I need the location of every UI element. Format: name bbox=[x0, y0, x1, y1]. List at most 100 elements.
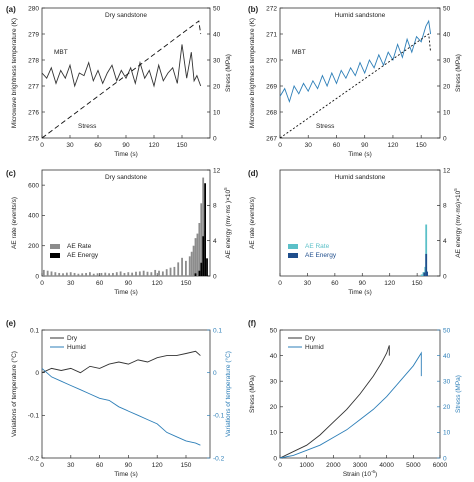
bar-ae-energy bbox=[206, 258, 208, 276]
y2-tick-label: 30 bbox=[213, 57, 221, 64]
series-line-dry bbox=[41, 350, 201, 374]
bar-ae-rate bbox=[127, 272, 130, 276]
y-tick-label: 400 bbox=[28, 213, 39, 220]
y-tick-label: 0.1 bbox=[30, 327, 39, 334]
bar-ae-rate bbox=[142, 270, 145, 276]
x-tick-label: 0 bbox=[278, 280, 282, 287]
y2-tick-label: 0 bbox=[213, 273, 217, 280]
y2-tick-label: 20 bbox=[443, 404, 451, 411]
panel-c: 0 30 60 90 120 150 0 200 400 600 0 4 8 12 Time (s) AE r… bbox=[6, 167, 232, 296]
panel-f: 0 1000 2000 3000 4000 5000 6000010203040500102… bbox=[248, 319, 462, 478]
y2-axis-label: Stress (MPa) bbox=[455, 54, 462, 92]
y2-tick-label: 40 bbox=[213, 31, 221, 38]
x-axis-label: Time (s) bbox=[114, 151, 138, 158]
y2-tick-label: 12 bbox=[443, 167, 451, 174]
x-tick-label: 30 bbox=[304, 280, 312, 287]
x-tick-label: 90 bbox=[125, 462, 133, 469]
y-tick-label: 280 bbox=[28, 5, 39, 12]
x-tick-label: 60 bbox=[333, 142, 341, 149]
bar-ae-rate bbox=[198, 223, 201, 276]
y-tick-label: -0.1 bbox=[28, 413, 40, 420]
x-tick-label: 3000 bbox=[353, 462, 368, 469]
x-tick-label: 6000 bbox=[433, 462, 448, 469]
bar-ae-rate bbox=[420, 274, 423, 276]
series-line-mbt bbox=[41, 44, 202, 88]
bar-ae-rate bbox=[81, 273, 84, 276]
series-line-stress bbox=[41, 20, 202, 139]
x-axis-label: Strain (10-6) bbox=[343, 469, 377, 478]
y2-axis-label: AE energy (mv·ms)×105 bbox=[453, 188, 462, 258]
bar-ae-rate bbox=[119, 271, 122, 276]
bar-ae-rate bbox=[108, 273, 110, 276]
bar-ae-rate bbox=[165, 269, 168, 276]
bar-ae-rate bbox=[177, 262, 180, 276]
panel-letter: (d) bbox=[248, 169, 259, 178]
y2-tick-label: 0 bbox=[213, 135, 217, 142]
series-line-mbt bbox=[279, 19, 432, 104]
y2-tick-label: 8 bbox=[213, 203, 217, 210]
x-tick-label: 120 bbox=[149, 142, 160, 149]
x-tick-label: 60 bbox=[331, 280, 339, 287]
y2-tick-label: 4 bbox=[213, 238, 217, 245]
x-axis-label: Time (s) bbox=[114, 471, 138, 478]
plot-frame bbox=[279, 169, 441, 277]
bar-ae-rate bbox=[62, 273, 64, 276]
panel-e: 0 30 60 90 120 150 -0.2 -0.1 0 0.1 -0.2 -0.1 0 0.1 Tim… bbox=[6, 319, 232, 478]
bar-ae-rate bbox=[146, 271, 149, 276]
x-tick-label: 30 bbox=[67, 462, 75, 469]
annotation-stress: Stress bbox=[78, 123, 97, 130]
series-line-humid bbox=[279, 351, 422, 459]
bar-ae-rate bbox=[46, 270, 49, 276]
bar-ae-rate bbox=[96, 273, 99, 276]
y-axis-label: AE rate (events/s) bbox=[11, 197, 18, 249]
x-axis-label: Time (s) bbox=[348, 151, 372, 158]
x-tick-label: 4000 bbox=[379, 462, 394, 469]
x-tick-label: 150 bbox=[181, 280, 192, 287]
bar-ae-rate bbox=[422, 272, 425, 276]
y-tick-label: 277 bbox=[28, 83, 39, 90]
y-axis-label: Stress (MPa) bbox=[249, 375, 256, 413]
x-tick-label: 0 bbox=[278, 462, 282, 469]
bar-ae-energy bbox=[198, 270, 201, 276]
bar-ae-rate bbox=[194, 238, 197, 276]
y2-axis-label: Stress (MPa) bbox=[455, 375, 462, 413]
y-tick-label: 267 bbox=[266, 135, 277, 142]
legend-label: Humid bbox=[305, 344, 324, 351]
y2-tick-label: 20 bbox=[213, 83, 221, 90]
x-tick-label: 90 bbox=[122, 142, 130, 149]
legend-label: Dry bbox=[67, 335, 78, 342]
bar-ae-rate bbox=[112, 272, 114, 276]
y-tick-label: 269 bbox=[266, 83, 277, 90]
bar-ae-energy bbox=[425, 253, 428, 276]
y-tick-label: 0 bbox=[35, 370, 39, 377]
bar-ae-rate bbox=[135, 271, 137, 276]
y-tick-label: 50 bbox=[270, 327, 278, 334]
y-tick-label: 600 bbox=[28, 182, 39, 189]
bar-ae-rate bbox=[104, 272, 107, 276]
bar-ae-energy bbox=[194, 273, 197, 276]
bar-ae-rate bbox=[42, 269, 45, 276]
panel-title: Humid sandstone bbox=[335, 174, 386, 181]
y-tick-label: 10 bbox=[270, 430, 278, 437]
x-tick-label: 0 bbox=[278, 142, 282, 149]
bar-ae-rate bbox=[188, 256, 191, 276]
bar-ae-rate bbox=[92, 273, 95, 276]
panel-a: 0 30 60 90 120 150 275 276 277 278 279 280 0 10 20 30 40… bbox=[6, 5, 232, 158]
bar-ae-rate bbox=[138, 271, 141, 276]
annotation-stress: Stress bbox=[316, 123, 335, 130]
y-tick-label: 40 bbox=[270, 353, 278, 360]
x-tick-label: 150 bbox=[181, 462, 192, 469]
y2-tick-label: 0 bbox=[213, 370, 217, 377]
panel-letter: (b) bbox=[248, 5, 259, 14]
panel-title: Humid sandstone bbox=[335, 12, 386, 19]
x-tick-label: 30 bbox=[67, 280, 75, 287]
bar-ae-rate bbox=[192, 245, 195, 276]
bar-ae-energy bbox=[200, 262, 203, 276]
y-tick-label: 268 bbox=[266, 109, 277, 116]
x-tick-label: 60 bbox=[96, 462, 104, 469]
y-axis-label: Variations of temperature (°C) bbox=[10, 351, 18, 437]
bar-ae-rate bbox=[424, 266, 427, 276]
x-axis-label: Time (s) bbox=[114, 289, 138, 296]
plot-frame bbox=[41, 169, 211, 277]
